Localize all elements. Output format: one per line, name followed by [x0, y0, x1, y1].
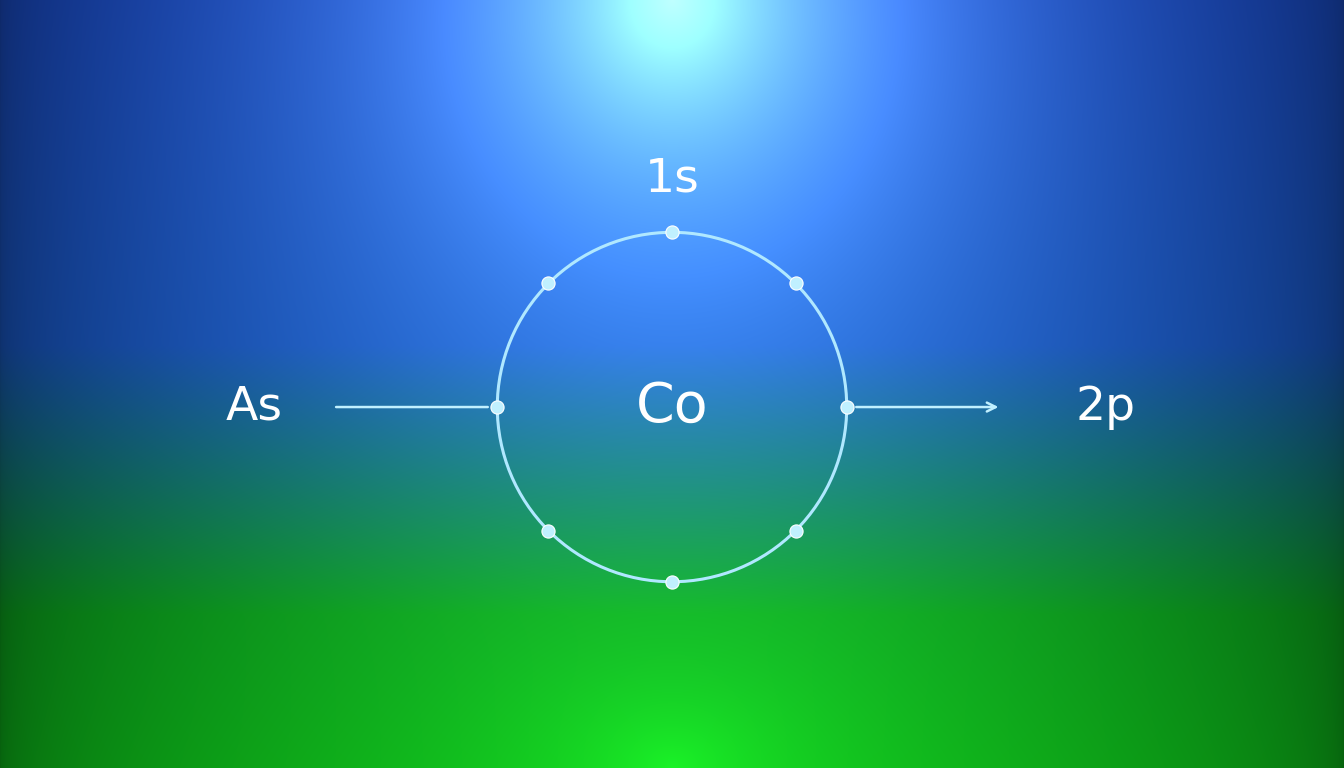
Point: [836, 401, 857, 413]
Text: Co: Co: [636, 380, 708, 434]
Point: [538, 525, 559, 537]
Point: [785, 277, 806, 290]
Point: [785, 525, 806, 537]
Text: 2p: 2p: [1075, 385, 1136, 429]
Point: [661, 226, 683, 238]
Point: [538, 277, 559, 290]
Text: 1s: 1s: [645, 157, 699, 201]
Point: [487, 401, 508, 413]
Point: [661, 576, 683, 588]
Text: As: As: [226, 385, 282, 429]
